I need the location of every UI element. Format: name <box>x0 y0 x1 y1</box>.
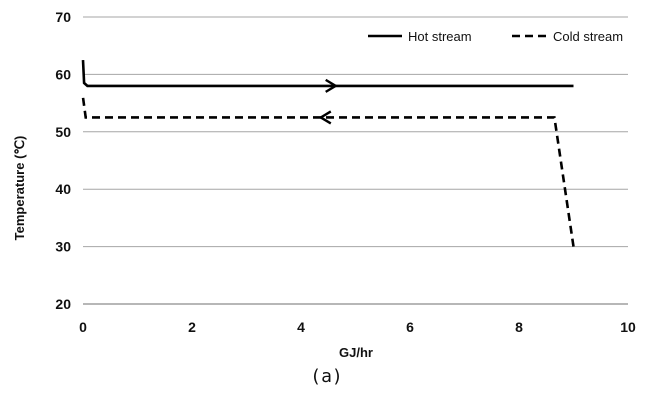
x-tick-label: 6 <box>406 319 414 335</box>
y-tick-label: 70 <box>55 9 71 25</box>
x-tick-label: 0 <box>79 319 87 335</box>
y-tick-label: 60 <box>55 66 71 82</box>
x-tick-label: 4 <box>297 319 305 335</box>
y-tick-label: 50 <box>55 124 71 140</box>
y-tick-label: 40 <box>55 181 71 197</box>
legend-label-1: Hot stream <box>408 29 472 44</box>
series-lines <box>81 60 575 247</box>
y-axis-label: Temperature (℃) <box>12 136 27 241</box>
grid-lines <box>83 16 628 248</box>
y-tick-label: 30 <box>55 239 71 255</box>
flow-arrow-1 <box>325 78 339 93</box>
tick-labels: 20 30 40 50 60 70 0 2 4 6 8 10 <box>55 9 636 335</box>
series-line-1 <box>81 60 574 88</box>
x-axis-label: GJ/hr <box>339 345 373 360</box>
x-tick-label: 10 <box>620 319 636 335</box>
y-tick-label: 20 <box>55 296 71 312</box>
legend-label-2: Cold stream <box>553 29 623 44</box>
flow-arrow-2 <box>318 110 332 125</box>
legend: Hot stream Cold stream <box>368 29 623 44</box>
x-tick-label: 8 <box>515 319 523 335</box>
figure-caption: (a) <box>310 366 343 387</box>
x-tick-label: 2 <box>188 319 196 335</box>
series-line-2 <box>81 97 575 247</box>
